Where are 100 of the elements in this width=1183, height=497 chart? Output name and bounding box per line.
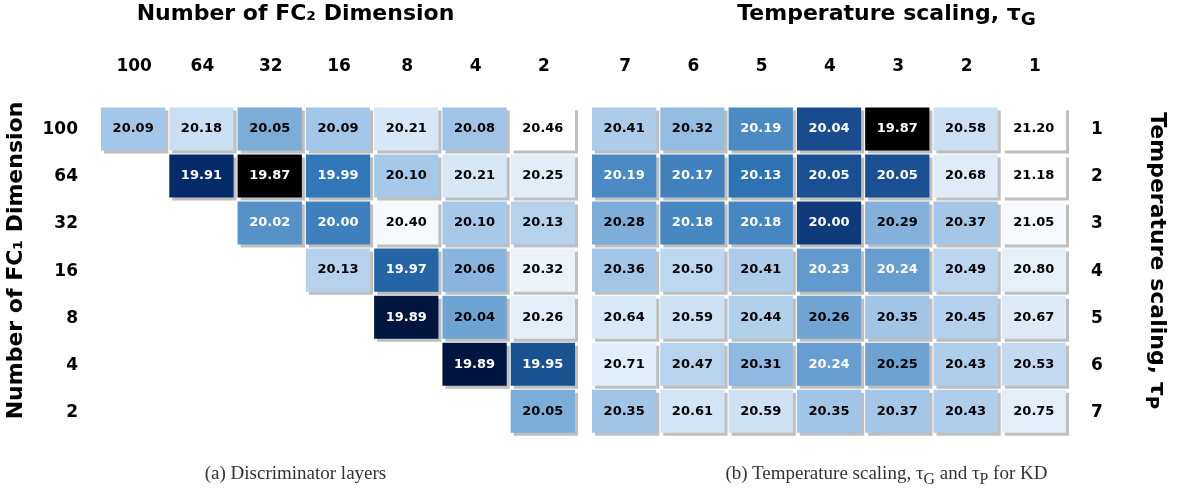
data-label: 20.06 xyxy=(454,261,496,277)
x-axis-title: Temperature scaling, τ$_{G}$ xyxy=(736,0,1037,30)
data-label: 20.18 xyxy=(180,120,222,136)
data-label: 20.61 xyxy=(671,402,713,418)
data-label: 21.18 xyxy=(1013,167,1055,183)
y-tick-label: 1 xyxy=(1091,118,1103,139)
data-label: 20.19 xyxy=(603,167,645,183)
y-tick-label: 4 xyxy=(66,353,79,374)
data-label: 20.26 xyxy=(808,308,850,324)
data-label: 20.49 xyxy=(945,261,987,277)
data-label: 20.21 xyxy=(385,120,427,136)
data-label: 20.59 xyxy=(671,308,713,324)
data-label: 20.05 xyxy=(522,402,564,418)
y-tick-label: 5 xyxy=(1091,306,1103,327)
x-axis-title: Number of FC₂ Dimension xyxy=(135,0,456,25)
data-label: 20.24 xyxy=(876,261,918,277)
text: (a) Discriminator layers xyxy=(203,462,388,484)
data-label: 20.10 xyxy=(385,167,427,183)
y-tick-label: 2 xyxy=(1091,165,1103,186)
data-label: 20.32 xyxy=(671,120,713,136)
x-tick-label: 4 xyxy=(824,54,837,75)
data-label: 20.13 xyxy=(317,261,359,277)
y-tick-label: 2 xyxy=(66,400,78,421)
data-label: 20.00 xyxy=(317,214,359,230)
data-label: 20.32 xyxy=(522,261,564,277)
data-label: 20.02 xyxy=(249,214,291,230)
data-label: 20.36 xyxy=(603,261,645,277)
data-label: 20.64 xyxy=(603,308,645,324)
data-label: 19.97 xyxy=(385,261,427,277)
data-label: 20.13 xyxy=(522,214,564,230)
data-label: 20.10 xyxy=(454,214,496,230)
data-label: 20.19 xyxy=(740,120,782,136)
data-label: 20.29 xyxy=(876,214,918,230)
x-tick-label: 5 xyxy=(755,54,768,75)
data-label: 20.09 xyxy=(112,120,154,136)
data-label: 20.23 xyxy=(808,261,850,277)
x-tick-label: 7 xyxy=(619,54,632,75)
data-label: 20.45 xyxy=(945,308,987,324)
data-label: 20.17 xyxy=(671,167,713,183)
y-tick-label: 32 xyxy=(54,212,78,233)
data-label: 20.18 xyxy=(671,214,713,230)
data-label: 20.47 xyxy=(671,355,713,371)
data-label: 20.59 xyxy=(740,402,782,418)
data-label: 20.13 xyxy=(740,167,782,183)
data-label: 20.68 xyxy=(945,167,987,183)
data-label: 20.05 xyxy=(249,120,291,136)
data-label: 20.40 xyxy=(385,214,427,230)
data-label: 20.25 xyxy=(876,355,918,371)
data-label: 20.09 xyxy=(317,120,359,136)
data-label: 20.35 xyxy=(808,402,850,418)
data-label: 20.50 xyxy=(671,261,713,277)
data-label: 20.04 xyxy=(808,120,850,136)
data-label: 20.41 xyxy=(603,120,645,136)
data-label: 20.24 xyxy=(808,355,850,371)
data-label: 20.37 xyxy=(876,402,918,418)
y-tick-label: 64 xyxy=(54,165,79,186)
x-tick-label: 100 xyxy=(116,54,153,75)
x-tick-label: 4 xyxy=(469,54,482,75)
data-label: 20.43 xyxy=(945,355,987,371)
data-label: 20.26 xyxy=(522,308,564,324)
x-tick-label: 32 xyxy=(258,54,283,75)
data-label: 19.87 xyxy=(249,167,291,183)
x-tick-label: 2 xyxy=(537,54,550,75)
data-label: 19.89 xyxy=(385,308,427,324)
data-label: 20.37 xyxy=(945,214,987,230)
data-label: 21.05 xyxy=(1013,214,1055,230)
data-label: 20.00 xyxy=(808,214,850,230)
data-label: 19.91 xyxy=(180,167,222,183)
data-label: 20.41 xyxy=(740,261,782,277)
x-tick-label: 8 xyxy=(401,54,414,75)
data-label: 20.35 xyxy=(876,308,918,324)
data-label: 20.75 xyxy=(1013,402,1055,418)
x-tick-label: 2 xyxy=(960,54,973,75)
y-tick-label: 100 xyxy=(42,118,79,139)
x-tick-label: 64 xyxy=(190,54,215,75)
data-label: 20.44 xyxy=(740,308,782,324)
x-tick-label: 1 xyxy=(1028,54,1041,75)
data-label: 20.25 xyxy=(522,167,564,183)
data-label: 19.87 xyxy=(876,120,918,136)
y-tick-label: 3 xyxy=(1091,212,1103,233)
text: (b) Temperature scaling, τ$_{G}$ and τ$_{P}$ for KD xyxy=(724,462,1049,488)
data-label: 20.58 xyxy=(945,120,987,136)
data-label: 20.08 xyxy=(454,120,496,136)
data-label: 20.53 xyxy=(1013,355,1055,371)
data-label: 21.20 xyxy=(1013,120,1055,136)
data-label: 20.46 xyxy=(522,120,564,136)
x-tick-label: 16 xyxy=(327,54,351,75)
data-label: 20.28 xyxy=(603,214,645,230)
data-label: 20.80 xyxy=(1013,261,1055,277)
x-tick-label: 6 xyxy=(687,54,700,75)
data-label: 20.67 xyxy=(1013,308,1055,324)
x-tick-label: 3 xyxy=(892,54,905,75)
data-label: 20.35 xyxy=(603,402,645,418)
y-axis-title: Number of FC₁ Dimension xyxy=(2,101,28,419)
data-label: 20.43 xyxy=(945,402,987,418)
data-label: 20.71 xyxy=(603,355,645,371)
y-tick-label: 16 xyxy=(54,259,78,280)
y-tick-label: 4 xyxy=(1091,259,1103,280)
y-tick-label: 8 xyxy=(66,306,78,327)
data-label: 20.18 xyxy=(740,214,782,230)
